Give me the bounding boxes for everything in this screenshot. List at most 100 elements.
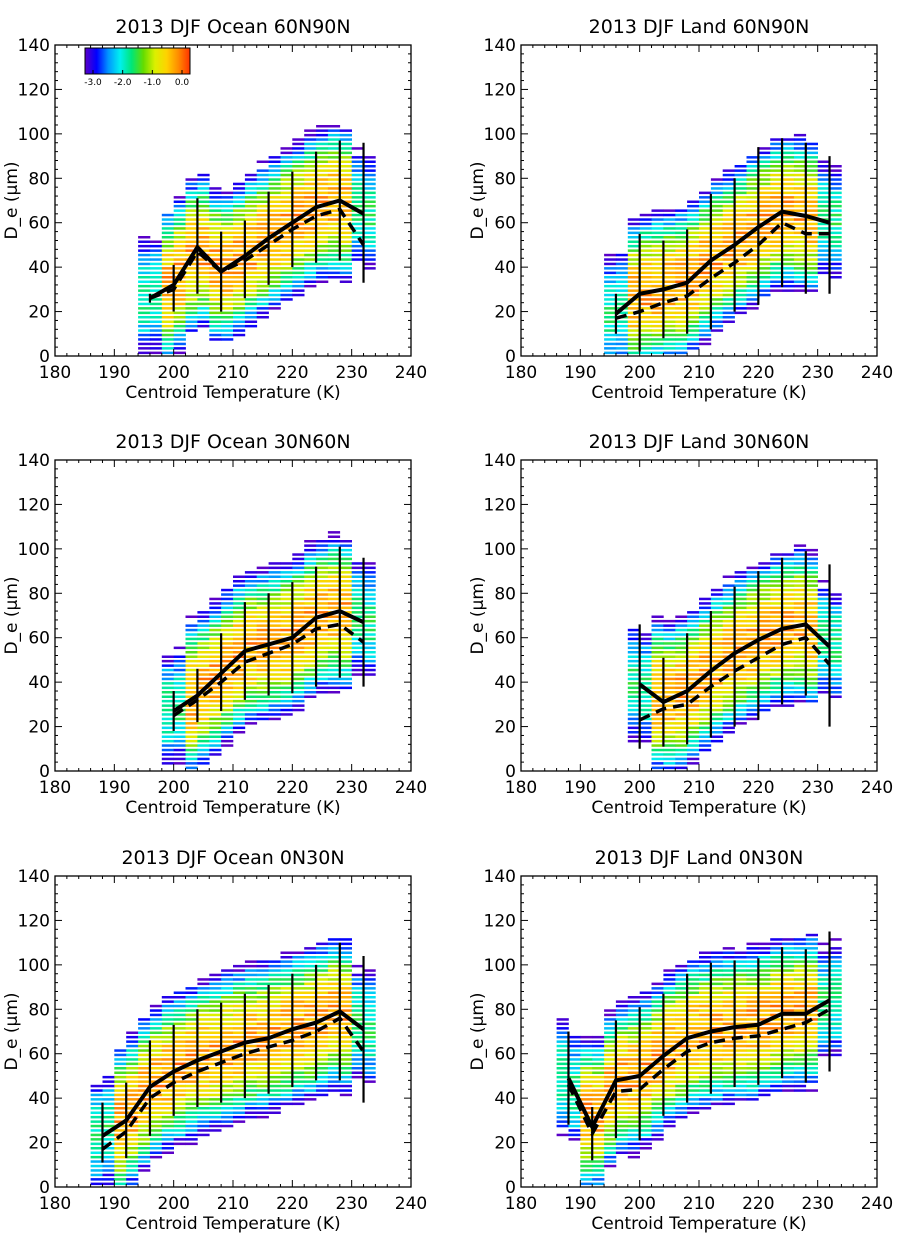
heatmap-cell — [722, 695, 735, 698]
heatmap-cell — [197, 293, 210, 297]
heatmap-cell — [292, 619, 305, 623]
heatmap-cell — [161, 1067, 174, 1070]
heatmap-cell — [197, 196, 210, 199]
heatmap-cell — [627, 1013, 640, 1017]
heatmap-cell — [304, 200, 317, 203]
heatmap-cell — [268, 704, 281, 707]
heatmap-cell — [114, 1098, 127, 1101]
heatmap-cell — [805, 933, 818, 937]
heatmap-cell — [746, 566, 759, 570]
heatmap-cell — [782, 991, 795, 994]
heatmap-cell — [161, 1044, 174, 1048]
heatmap-cell — [339, 682, 352, 685]
heatmap-cell — [829, 964, 842, 968]
heatmap-cell — [102, 1124, 115, 1128]
heatmap-cell — [102, 1133, 115, 1137]
heatmap-cell — [699, 249, 712, 252]
heatmap-cell — [663, 1089, 676, 1092]
heatmap-cell — [161, 307, 174, 310]
heatmap-cell — [805, 1044, 818, 1048]
heatmap-cell — [268, 615, 281, 618]
heatmap-cell — [197, 182, 210, 186]
heatmap-cell — [292, 236, 305, 239]
heatmap-cell — [363, 571, 376, 574]
heatmap-cell — [746, 651, 759, 654]
heatmap-cell — [339, 280, 352, 283]
heatmap-cell — [244, 668, 258, 672]
heatmap-cell — [363, 1053, 376, 1057]
heatmap-cell — [829, 991, 842, 994]
heatmap-cell — [209, 204, 222, 208]
heatmap-cell — [580, 1075, 593, 1079]
heatmap-cell — [197, 651, 210, 654]
heatmap-cell — [114, 1093, 127, 1097]
heatmap-cell — [268, 160, 281, 163]
heatmap-cell — [758, 686, 771, 690]
heatmap-cell — [687, 1027, 700, 1030]
heatmap-cell — [185, 757, 198, 761]
heatmap-cell — [149, 276, 163, 279]
heatmap-cell — [699, 624, 712, 627]
heatmap-cell — [173, 1040, 186, 1043]
heatmap-cell — [758, 276, 771, 279]
heatmap-cell — [829, 1027, 842, 1030]
heatmap-cell — [758, 289, 771, 292]
heatmap-cell — [209, 704, 222, 707]
heatmap-cell — [627, 1044, 640, 1048]
heatmap-cell — [114, 1053, 127, 1057]
heatmap-cell — [651, 713, 664, 716]
heatmap-cell — [304, 156, 317, 159]
heatmap-cell — [363, 673, 376, 676]
heatmap-cell — [793, 133, 807, 137]
heatmap-cell — [793, 276, 807, 279]
heatmap-cell — [90, 1084, 103, 1088]
heatmap-cell — [90, 1142, 103, 1146]
heatmap-cell — [185, 1044, 198, 1048]
heatmap-cell — [114, 1142, 127, 1146]
heatmap-cell — [209, 982, 222, 986]
heatmap-cell — [722, 682, 735, 685]
heatmap-cell — [722, 1062, 735, 1066]
heatmap-cell — [316, 1040, 329, 1043]
heatmap-cell — [173, 209, 186, 212]
heatmap-cell — [734, 1000, 747, 1003]
heatmap-cell — [556, 1071, 569, 1074]
heatmap-cell — [758, 646, 771, 650]
heatmap-cell — [173, 231, 186, 235]
heatmap-cell — [256, 187, 269, 190]
heatmap-cell — [805, 1080, 818, 1083]
heatmap-cell — [185, 651, 198, 654]
heatmap-cell — [244, 227, 258, 230]
heatmap-cell — [304, 646, 317, 650]
heatmap-cell — [304, 964, 317, 968]
heatmap-cell — [363, 160, 376, 163]
heatmap-cell — [221, 1044, 234, 1048]
heatmap-cell — [256, 1044, 269, 1048]
x-tick-label: 190 — [98, 363, 130, 383]
heatmap-cell — [185, 628, 198, 632]
heatmap-cell — [758, 284, 771, 288]
heatmap-cell — [280, 1018, 293, 1021]
heatmap-cell — [604, 1067, 617, 1070]
heatmap-cell — [663, 302, 676, 306]
heatmap-cell — [829, 1009, 842, 1012]
heatmap-cell — [280, 655, 293, 658]
heatmap-cell — [316, 1035, 329, 1039]
heatmap-cell — [304, 1093, 317, 1097]
heatmap-cell — [829, 978, 842, 981]
heatmap-cell — [722, 271, 735, 275]
heatmap-cell — [339, 156, 352, 159]
heatmap-cell — [351, 659, 364, 663]
heatmap-cell — [651, 628, 664, 632]
heatmap-cell — [256, 1031, 269, 1034]
heatmap-cell — [580, 1178, 593, 1181]
heatmap-cell — [244, 1067, 258, 1070]
heatmap-cell — [805, 947, 818, 950]
heatmap-cell — [651, 222, 664, 226]
heatmap-cell — [627, 1142, 640, 1146]
heatmap-cell — [734, 1089, 747, 1092]
heatmap-cell — [292, 677, 305, 681]
heatmap-cell — [770, 615, 783, 618]
heatmap-cell — [722, 1018, 735, 1021]
heatmap-cell — [770, 1027, 783, 1030]
